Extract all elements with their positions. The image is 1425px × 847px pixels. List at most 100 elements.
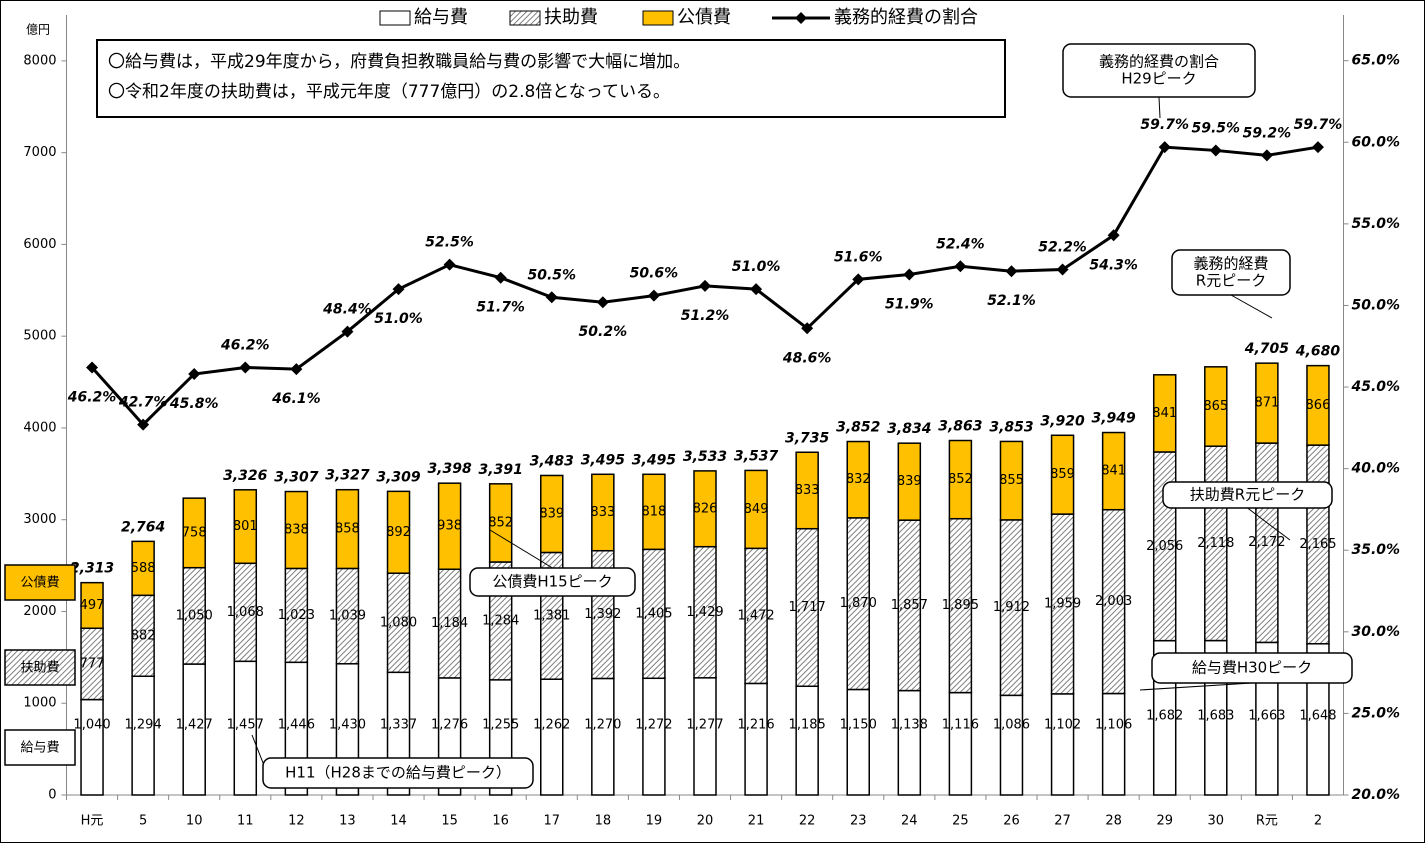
legend-swatch bbox=[379, 10, 411, 26]
x-tick-label: R元 bbox=[1256, 814, 1278, 829]
ratio-label: 52.4% bbox=[936, 236, 985, 252]
x-tick-label: 30 bbox=[1208, 814, 1225, 829]
value-label: 852 bbox=[948, 472, 973, 487]
value-label: 1,039 bbox=[329, 609, 366, 624]
bar-segment bbox=[437, 482, 462, 571]
ratio-marker bbox=[188, 367, 201, 380]
y2-tick-label: 40.0% bbox=[1351, 461, 1401, 477]
x-tick-label: 25 bbox=[952, 814, 969, 829]
callout-text: 義務的経費 bbox=[1193, 255, 1268, 273]
value-label: 1,429 bbox=[686, 605, 723, 620]
value-label: 1,683 bbox=[1197, 709, 1234, 724]
x-tick-label: 20 bbox=[697, 814, 714, 829]
bar-segment bbox=[999, 440, 1024, 521]
value-label: 841 bbox=[1152, 406, 1177, 421]
bar-segment bbox=[540, 678, 564, 796]
ratio-label: 51.0% bbox=[374, 311, 423, 327]
bar-segment bbox=[1050, 434, 1075, 515]
total-label: 4,705 bbox=[1244, 341, 1290, 357]
value-label: 866 bbox=[1306, 398, 1331, 413]
ratio-marker bbox=[545, 291, 558, 304]
side-label: 扶助費 bbox=[20, 661, 59, 676]
ratio-marker bbox=[699, 279, 711, 292]
callout-box bbox=[469, 567, 636, 597]
value-label: 1,277 bbox=[686, 718, 723, 733]
value-label: 1,405 bbox=[635, 606, 672, 621]
y2-tick-label: 55.0% bbox=[1352, 216, 1401, 232]
bar-segment bbox=[1050, 693, 1075, 796]
x-tick-label: H元 bbox=[81, 814, 104, 829]
bar-segment bbox=[744, 682, 768, 796]
ratio-label: 59.5% bbox=[1192, 120, 1241, 136]
total-label: 3,863 bbox=[938, 419, 982, 435]
legend-label: 義務的経費の割合 bbox=[834, 7, 978, 28]
bar-segment bbox=[1152, 374, 1177, 453]
y2-tick-label: 20.0% bbox=[1352, 787, 1401, 803]
x-tick-label: 24 bbox=[901, 814, 918, 829]
bar-segment bbox=[846, 440, 870, 519]
value-label: 858 bbox=[335, 522, 360, 537]
bar-segment bbox=[1306, 364, 1330, 446]
value-label: 1,086 bbox=[993, 718, 1030, 733]
bar-segment bbox=[488, 483, 513, 563]
value-label: 1,185 bbox=[789, 718, 826, 733]
ratio-label: 51.6% bbox=[834, 249, 883, 265]
total-label: 3,735 bbox=[785, 430, 830, 446]
ratio-label: 51.2% bbox=[681, 308, 730, 324]
side-label-box bbox=[4, 729, 76, 766]
total-label: 3,853 bbox=[989, 419, 1033, 435]
x-tick-label: 16 bbox=[492, 814, 509, 829]
value-label: 1,106 bbox=[1095, 718, 1132, 733]
y-tick-label: 4000 bbox=[23, 420, 56, 435]
ratio-marker bbox=[392, 283, 405, 296]
bar-segment bbox=[131, 675, 155, 796]
bar-segment bbox=[284, 490, 309, 570]
bar-segment bbox=[744, 469, 768, 550]
y-tick-label: 2000 bbox=[23, 604, 56, 619]
callout-text: 義務的経費の割合 bbox=[1099, 53, 1219, 71]
value-label: 852 bbox=[488, 515, 513, 530]
value-label: 892 bbox=[386, 525, 411, 540]
value-label: 2,003 bbox=[1095, 594, 1132, 609]
callout-leader bbox=[1230, 294, 1273, 319]
callout-box bbox=[1171, 249, 1291, 296]
ratio-label: 54.3% bbox=[1089, 257, 1138, 273]
value-label: 2,172 bbox=[1248, 535, 1285, 550]
total-label: 3,483 bbox=[530, 453, 574, 469]
bar-segment bbox=[897, 689, 922, 796]
legend-label: 給与費 bbox=[414, 7, 468, 28]
value-label: 1,337 bbox=[380, 718, 417, 733]
total-label: 3,852 bbox=[836, 420, 880, 436]
side-label-box bbox=[4, 564, 76, 601]
x-tick-label: 22 bbox=[799, 814, 816, 829]
value-label: 1,895 bbox=[942, 598, 979, 613]
value-label: 758 bbox=[182, 525, 207, 540]
legend-marker bbox=[795, 12, 807, 24]
total-label: 2,764 bbox=[121, 519, 165, 535]
total-label: 3,326 bbox=[223, 468, 268, 484]
side-label: 公債費 bbox=[20, 576, 59, 591]
y2-tick-label: 65.0% bbox=[1352, 53, 1401, 69]
ratio-label: 52.1% bbox=[987, 293, 1036, 309]
ratio-label: 46.2% bbox=[220, 337, 270, 353]
value-label: 838 bbox=[284, 522, 309, 537]
bar-segment bbox=[1204, 366, 1228, 447]
value-label: 1,116 bbox=[942, 718, 979, 733]
ratio-marker bbox=[647, 289, 660, 302]
x-tick-label: 18 bbox=[595, 814, 612, 829]
x-tick-label: 27 bbox=[1054, 814, 1071, 829]
bar-segment bbox=[846, 688, 870, 796]
ratio-label: 51.7% bbox=[476, 300, 525, 316]
value-label: 1,270 bbox=[584, 718, 621, 733]
bar-segment bbox=[1101, 431, 1126, 511]
y-tick-label: 7000 bbox=[23, 145, 56, 160]
ratio-label: 50.5% bbox=[527, 267, 576, 283]
bar-segment bbox=[591, 473, 615, 552]
ratio-marker bbox=[137, 418, 150, 431]
y2-tick-label: 60.0% bbox=[1352, 134, 1401, 150]
value-label: 801 bbox=[233, 519, 258, 534]
ratio-label: 50.2% bbox=[579, 324, 628, 340]
value-label: 1,216 bbox=[737, 718, 774, 733]
callout-leader bbox=[1139, 682, 1253, 691]
